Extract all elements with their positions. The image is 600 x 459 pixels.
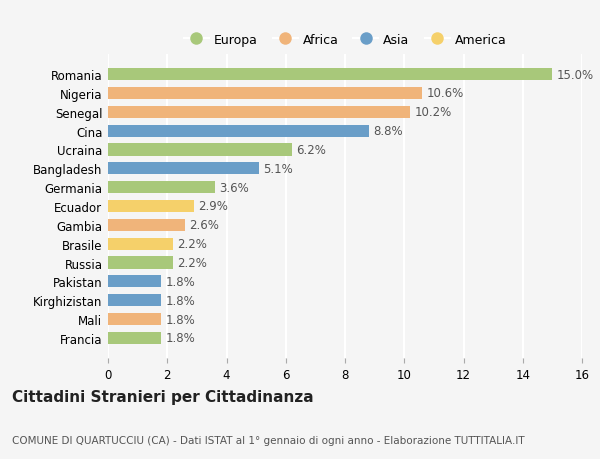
Bar bbox=[108, 238, 173, 250]
Text: 2.6%: 2.6% bbox=[190, 219, 220, 232]
Bar bbox=[108, 69, 553, 81]
Bar bbox=[108, 294, 161, 307]
Bar bbox=[108, 88, 422, 100]
Bar bbox=[108, 276, 161, 288]
Bar bbox=[108, 257, 173, 269]
Text: 5.1%: 5.1% bbox=[263, 162, 293, 175]
Text: 1.8%: 1.8% bbox=[166, 313, 196, 326]
Text: 2.2%: 2.2% bbox=[178, 257, 208, 269]
Bar bbox=[108, 313, 161, 325]
Text: 10.6%: 10.6% bbox=[427, 87, 464, 100]
Bar bbox=[108, 125, 369, 137]
Bar bbox=[108, 144, 292, 156]
Text: 10.2%: 10.2% bbox=[415, 106, 452, 119]
Text: Cittadini Stranieri per Cittadinanza: Cittadini Stranieri per Cittadinanza bbox=[12, 389, 314, 404]
Text: 1.8%: 1.8% bbox=[166, 294, 196, 307]
Text: 1.8%: 1.8% bbox=[166, 275, 196, 288]
Text: 8.8%: 8.8% bbox=[373, 125, 403, 138]
Bar bbox=[108, 163, 259, 175]
Legend: Europa, Africa, Asia, America: Europa, Africa, Asia, America bbox=[181, 31, 509, 49]
Bar bbox=[108, 182, 215, 194]
Bar bbox=[108, 219, 185, 231]
Text: 3.6%: 3.6% bbox=[219, 181, 249, 194]
Text: COMUNE DI QUARTUCCIU (CA) - Dati ISTAT al 1° gennaio di ogni anno - Elaborazione: COMUNE DI QUARTUCCIU (CA) - Dati ISTAT a… bbox=[12, 435, 524, 445]
Text: 6.2%: 6.2% bbox=[296, 144, 326, 157]
Text: 2.2%: 2.2% bbox=[178, 238, 208, 251]
Text: 2.9%: 2.9% bbox=[199, 200, 228, 213]
Bar bbox=[108, 201, 194, 213]
Text: 15.0%: 15.0% bbox=[557, 68, 594, 81]
Bar bbox=[108, 332, 161, 344]
Text: 1.8%: 1.8% bbox=[166, 332, 196, 345]
Bar bbox=[108, 106, 410, 119]
